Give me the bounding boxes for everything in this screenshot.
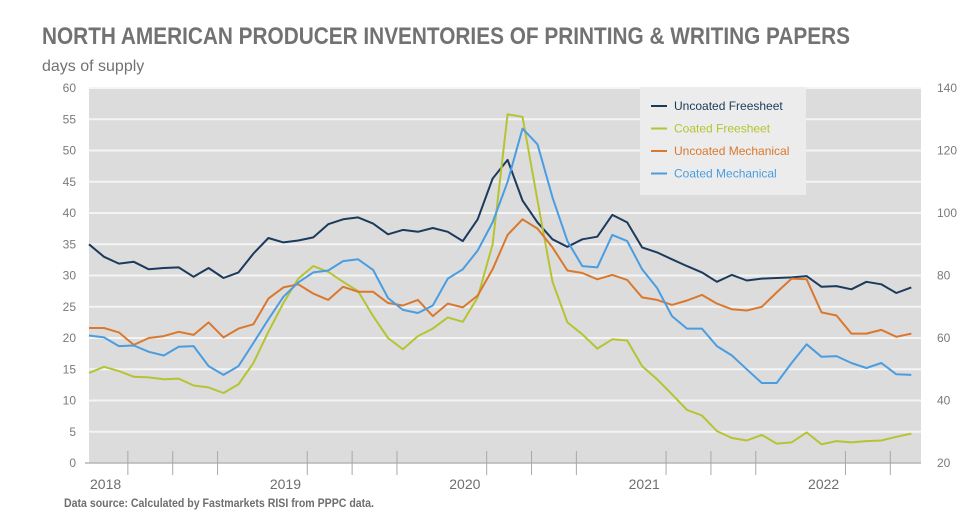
y-tick-label: 25 (63, 300, 77, 314)
legend-label: Coated Mechanical (674, 167, 777, 181)
legend-label: Coated Freesheet (674, 122, 771, 136)
y-tick-label: 5 (69, 425, 76, 439)
y-axis-left: 0 5 10 15 20 25 30 35 40 45 50 55 60 (63, 81, 77, 470)
legend-label: Uncoated Mechanical (674, 144, 789, 158)
x-tick-label: 2022 (808, 476, 839, 492)
y-tick-label: 15 (63, 362, 77, 376)
source-note: Data source: Calculated by Fastmarkets R… (64, 496, 374, 510)
legend: Uncoated Freesheet Coated Freesheet Uncoat… (640, 87, 806, 195)
y-tick-label: 20 (63, 331, 77, 345)
legend-label: Uncoated Freesheet (674, 99, 783, 113)
y2-tick-label: 60 (937, 331, 951, 345)
series-line-coated-freesheet (88, 113, 912, 446)
y-tick-label: 60 (63, 81, 77, 95)
legend-box (640, 87, 806, 195)
y-tick-label: 55 (63, 112, 77, 126)
x-tick-label: 2020 (449, 476, 480, 492)
y-tick-label: 0 (69, 456, 76, 470)
series-line-coated-mechanical (88, 127, 912, 384)
series-lines (88, 113, 912, 446)
x-tick-label: 2018 (90, 476, 121, 492)
y-tick-label: 45 (63, 175, 77, 189)
chart-title: NORTH AMERICAN PRODUCER INVENTORIES OF P… (42, 23, 850, 50)
y-tick-label: 40 (63, 206, 77, 220)
y-tick-label: 10 (63, 394, 77, 408)
y-axis-right: 20 40 60 80 100 120 140 (937, 81, 957, 470)
y2-tick-label: 20 (937, 456, 951, 470)
y2-tick-label: 40 (937, 394, 951, 408)
series-line-uncoated-mechanical (89, 218, 912, 346)
y2-tick-label: 120 (937, 144, 957, 158)
y-tick-label: 35 (63, 237, 77, 251)
x-axis: 2018 2019 2020 2021 2022 (85, 451, 921, 492)
y2-tick-label: 140 (937, 81, 957, 95)
x-tick-label: 2021 (629, 476, 660, 492)
chart-subtitle: days of supply (42, 58, 144, 75)
y2-tick-label: 80 (937, 269, 951, 283)
y-tick-label: 30 (63, 269, 77, 283)
y-tick-label: 50 (63, 144, 77, 158)
y2-tick-label: 100 (937, 206, 957, 220)
series-line-uncoated-freesheet (88, 158, 912, 294)
x-tick-label: 2019 (270, 476, 301, 492)
